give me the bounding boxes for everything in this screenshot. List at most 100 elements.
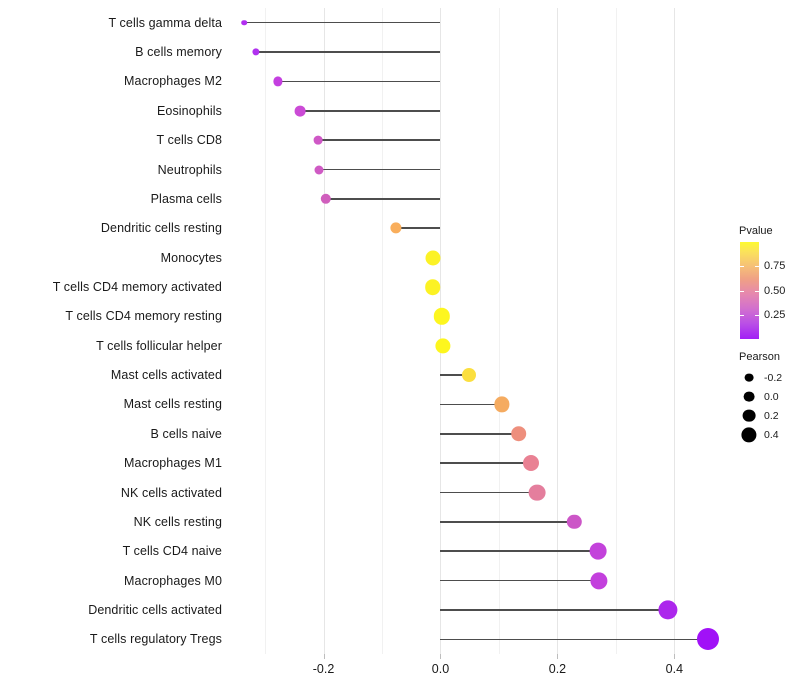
pearson-size-legend: Pearson -0.2 0.0 0.2 0.4 — [737, 351, 800, 444]
y-tick-label: B cells naive — [150, 426, 222, 441]
pearson-legend-row: 0.2 — [737, 406, 800, 425]
y-tick-label: Monocytes — [160, 250, 222, 265]
gridline-minor — [265, 8, 267, 654]
y-tick-label: Dendritic cells resting — [100, 221, 222, 236]
pearson-legend-label: 0.4 — [764, 428, 779, 441]
y-tick-label: T cells CD8 — [156, 133, 222, 148]
y-tick-label: T cells regulatory Tregs — [89, 632, 222, 647]
legend-area: Pvalue 0.75 0.50 0.25 Pearson -0.2 0.0 0.2 0.… — [737, 225, 800, 445]
lollipop-dot[interactable] — [528, 484, 546, 501]
lollipop-dot[interactable] — [589, 542, 607, 560]
lollipop-dot[interactable] — [313, 135, 323, 145]
lollipop-dot[interactable] — [435, 338, 451, 354]
y-tick-label: T cells CD4 memory resting — [65, 309, 222, 324]
lollipop-dot[interactable] — [390, 222, 402, 234]
lollipop-dot[interactable] — [273, 76, 283, 86]
colorbar-tick-label: 0.50 — [764, 284, 786, 297]
lollipop-dot[interactable] — [241, 19, 247, 26]
y-tick-label: Eosinophils — [156, 103, 222, 118]
y-tick-label: T cells follicular helper — [96, 338, 222, 353]
y-tick-label: B cells memory — [135, 45, 222, 60]
x-tickmark — [557, 654, 559, 659]
lollipop-stem — [255, 51, 441, 53]
gridline-major — [674, 8, 676, 654]
pearson-legend-label: -0.2 — [764, 371, 783, 384]
lollipop-stem — [277, 80, 441, 83]
lollipop-stem — [396, 227, 441, 229]
x-axis: -0.2 0.0 0.2 0.4 — [230, 654, 727, 694]
lollipop-dot[interactable] — [511, 425, 527, 442]
lollipop-dot[interactable] — [294, 105, 306, 117]
y-tick-label: T cells CD4 naive — [122, 544, 222, 559]
pvalue-colorbar-gradient — [740, 242, 759, 339]
lollipop-dot[interactable] — [523, 455, 540, 472]
y-tick-label: Macrophages M2 — [124, 74, 222, 89]
lollipop-dot[interactable] — [494, 396, 510, 412]
pearson-legend-dot — [741, 426, 757, 443]
colorbar-tickmark — [740, 314, 744, 316]
y-tick-label: NK cells resting — [133, 514, 222, 529]
plot-panel — [230, 8, 727, 654]
lollipop-stem — [440, 462, 532, 464]
lollipop-dot[interactable] — [461, 368, 476, 383]
y-tick-label: Macrophages M1 — [124, 456, 222, 471]
pearson-legend-dot — [743, 391, 755, 402]
lollipop-stem — [325, 198, 441, 200]
lollipop-dot[interactable] — [590, 571, 608, 590]
y-tick-label: Macrophages M0 — [124, 573, 222, 588]
pvalue-colorbar-legend: Pvalue 0.75 0.50 0.25 — [737, 225, 800, 339]
pearson-legend-dot — [742, 409, 756, 422]
pearson-legend-label: 0.2 — [764, 409, 779, 422]
pvalue-legend-title: Pvalue — [739, 225, 773, 237]
lollipop-dot[interactable] — [425, 250, 441, 266]
colorbar-tick-label: 0.75 — [764, 260, 786, 273]
x-tick-label: -0.2 — [312, 662, 335, 676]
pearson-legend-row: -0.2 — [737, 368, 800, 387]
y-tick-label: Neutrophils — [157, 162, 222, 177]
lollipop-stem — [318, 168, 441, 171]
lollipop-stem — [440, 374, 469, 376]
gridline-minor — [615, 8, 617, 654]
pearson-legend-title: Pearson — [739, 351, 780, 363]
pearson-legend-dot — [744, 373, 754, 382]
pearson-legend-row: 0.0 — [737, 387, 800, 406]
y-tick-label: Mast cells activated — [110, 368, 222, 383]
pearson-legend-label: 0.0 — [764, 390, 779, 403]
y-axis: T cells gamma delta B cells memory Macroph… — [0, 8, 222, 654]
y-tick-label: T cells CD4 memory activated — [52, 279, 222, 294]
colorbar-tickmark — [740, 266, 744, 268]
colorbar-tickmark — [755, 266, 759, 268]
lollipop-stem — [440, 521, 575, 523]
y-tick-label: T cells gamma delta — [108, 15, 222, 30]
lollipop-dot[interactable] — [433, 308, 450, 325]
colorbar-tickmark — [755, 290, 759, 292]
lollipop-dot[interactable] — [697, 628, 720, 651]
lollipop-dot[interactable] — [320, 193, 332, 205]
colorbar-tick-label: 0.25 — [764, 308, 786, 321]
y-tick-label: Plasma cells — [150, 191, 222, 206]
y-tick-label: NK cells activated — [120, 485, 222, 500]
colorbar-tickmark — [755, 314, 759, 316]
lollipop-dot[interactable] — [658, 600, 678, 620]
pearson-legend-row: 0.4 — [737, 425, 800, 444]
gridline-major — [440, 8, 442, 654]
lollipop-dot[interactable] — [567, 514, 582, 530]
lollipop-dot[interactable] — [252, 48, 260, 56]
lollipop-dot[interactable] — [425, 279, 441, 295]
colorbar-tickmark — [740, 290, 744, 292]
lollipop-stem — [440, 491, 537, 494]
lollipop-dot[interactable] — [314, 165, 324, 174]
lollipop-stem — [440, 433, 519, 435]
lollipop-stem — [244, 21, 441, 24]
lollipop-stem — [440, 550, 598, 552]
lollipop-stem — [440, 579, 599, 582]
x-tickmark — [440, 654, 442, 659]
x-tick-label: 0.2 — [548, 662, 567, 676]
lollipop-stem — [318, 139, 441, 141]
x-tickmark — [323, 654, 325, 659]
gridline-major — [557, 8, 559, 654]
gridline-major — [323, 8, 325, 654]
gridline-minor — [382, 8, 384, 654]
lollipop-stem — [440, 403, 502, 406]
